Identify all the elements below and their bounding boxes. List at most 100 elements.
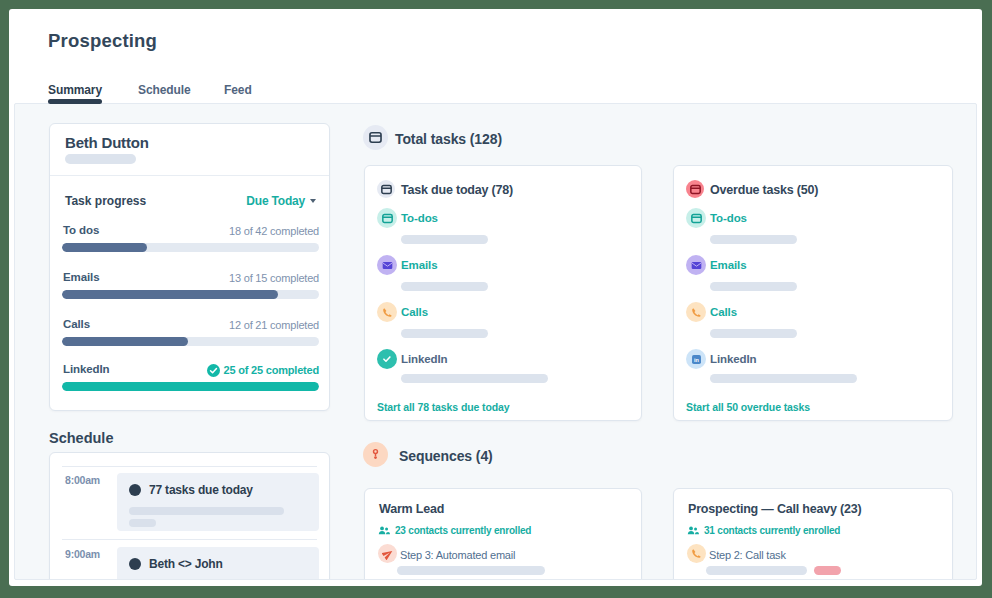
todo-icon	[686, 208, 706, 228]
sequences-icon	[363, 442, 388, 467]
progress-status: 13 of 15 completed	[229, 272, 319, 284]
sequence-title: Warm Lead	[379, 502, 444, 516]
placeholder-bar	[706, 566, 807, 575]
progress-status: 18 of 42 completed	[229, 225, 319, 237]
enrolled-link[interactable]: 23 contacts currently enrolled	[378, 525, 531, 536]
sequence-step: Step 2: Call task	[709, 549, 786, 561]
summary-panel: Beth Dutton Task progress Due Today To d…	[14, 103, 977, 580]
check-circle-icon	[207, 364, 220, 379]
task-progress-title: Task progress	[65, 194, 146, 208]
chevron-down-icon	[310, 199, 316, 203]
progress-track	[62, 337, 319, 346]
tasks-due-today-card: Task due today (78) To-dos Emails Calls …	[364, 165, 642, 421]
call-icon	[686, 302, 706, 322]
progress-track	[62, 382, 319, 391]
linkedin-icon: in	[686, 349, 706, 369]
profile-name: Beth Dutton	[65, 134, 149, 151]
event-title: 77 tasks due today	[149, 483, 253, 497]
tab-feed[interactable]: Feed	[224, 83, 252, 97]
task-type-link[interactable]: To-dos	[401, 212, 438, 224]
progress-label: Emails	[63, 271, 99, 283]
tab-summary[interactable]: Summary	[48, 83, 102, 97]
divider	[50, 175, 329, 176]
placeholder-bar	[129, 519, 156, 527]
card-title: Overdue tasks (50)	[710, 183, 818, 197]
sequences-title: Sequences (4)	[399, 448, 493, 464]
hour-line	[62, 539, 317, 540]
placeholder-bar	[129, 507, 284, 515]
contacts-icon	[378, 525, 390, 536]
progress-row-linkedin: LinkedIn 25 of 25 completed	[62, 363, 319, 403]
event-title: Beth <> John	[149, 557, 223, 571]
email-icon	[686, 255, 706, 275]
progress-fill	[62, 382, 319, 391]
placeholder-bar	[710, 374, 857, 383]
progress-label: LinkedIn	[63, 363, 109, 375]
sequence-card-warm-lead: Warm Lead 23 contacts currently enrolled…	[364, 488, 642, 580]
contacts-icon	[687, 525, 699, 536]
event-dot	[129, 558, 141, 570]
progress-fill	[62, 337, 188, 346]
placeholder-bar	[401, 235, 488, 244]
placeholder-bar	[401, 374, 548, 383]
active-tab-indicator	[48, 99, 102, 104]
progress-track	[62, 243, 319, 252]
hour-line	[62, 466, 317, 467]
email-icon	[377, 255, 397, 275]
todo-icon	[377, 208, 397, 228]
overdue-tasks-card: Overdue tasks (50) To-dos Emails Calls i…	[673, 165, 953, 421]
progress-row-calls: Calls 12 of 21 completed	[62, 318, 319, 358]
placeholder-bar	[401, 329, 488, 338]
placeholder-bar	[710, 329, 797, 338]
time-label: 9:00am	[65, 548, 100, 560]
card-title: Task due today (78)	[401, 183, 513, 197]
progress-fill	[62, 290, 278, 299]
app-window: Prospecting Summary Schedule Feed Beth D…	[9, 9, 982, 586]
placeholder-bar	[397, 566, 545, 575]
due-today-dropdown[interactable]: Due Today	[246, 194, 316, 208]
overdue-icon	[686, 180, 704, 198]
progress-status: 12 of 21 completed	[229, 319, 319, 331]
progress-status: 25 of 25 completed	[207, 364, 319, 379]
schedule-card: 8:00am 77 tasks due today 9:00am Beth <>…	[49, 452, 330, 580]
progress-fill	[62, 243, 147, 252]
schedule-event[interactable]: Beth <> John	[117, 547, 319, 580]
task-type-link[interactable]: Calls	[710, 306, 737, 318]
svg-text:in: in	[694, 356, 700, 362]
sequence-card-call-heavy: Prospecting — Call heavy (23) 31 contact…	[673, 488, 953, 580]
total-tasks-title: Total tasks (128)	[395, 131, 502, 147]
schedule-section-title: Schedule	[49, 430, 113, 446]
task-type-label: LinkedIn	[401, 353, 447, 365]
enrolled-link[interactable]: 31 contacts currently enrolled	[687, 525, 840, 536]
task-type-link[interactable]: Emails	[401, 259, 437, 271]
progress-label: To dos	[63, 224, 99, 236]
call-icon	[687, 544, 706, 563]
task-type-link[interactable]: Calls	[401, 306, 428, 318]
progress-row-todos: To dos 18 of 42 completed	[62, 224, 319, 264]
sequence-title: Prospecting — Call heavy (23)	[688, 502, 861, 516]
progress-label: Calls	[63, 318, 90, 330]
tab-schedule[interactable]: Schedule	[138, 83, 191, 97]
task-window-icon	[377, 180, 395, 198]
start-tasks-link[interactable]: Start all 50 overdue tasks	[686, 401, 810, 413]
start-tasks-link[interactable]: Start all 78 tasks due today	[377, 401, 510, 413]
placeholder-bar	[401, 282, 488, 291]
call-icon	[377, 302, 397, 322]
linkedin-check-icon	[377, 349, 397, 369]
task-type-label: LinkedIn	[710, 353, 756, 365]
overdue-badge	[814, 566, 841, 575]
time-label: 8:00am	[65, 474, 100, 486]
task-type-link[interactable]: To-dos	[710, 212, 747, 224]
event-dot	[129, 484, 141, 496]
task-type-link[interactable]: Emails	[710, 259, 746, 271]
placeholder-bar	[65, 154, 136, 164]
progress-track	[62, 290, 319, 299]
total-tasks-icon	[363, 125, 388, 150]
schedule-event[interactable]: 77 tasks due today	[117, 473, 319, 531]
placeholder-bar	[710, 282, 797, 291]
sequence-step: Step 3: Automated email	[400, 549, 515, 561]
progress-row-emails: Emails 13 of 15 completed	[62, 271, 319, 311]
send-icon	[378, 544, 397, 563]
profile-card: Beth Dutton Task progress Due Today To d…	[49, 123, 330, 411]
page-title: Prospecting	[48, 30, 157, 52]
